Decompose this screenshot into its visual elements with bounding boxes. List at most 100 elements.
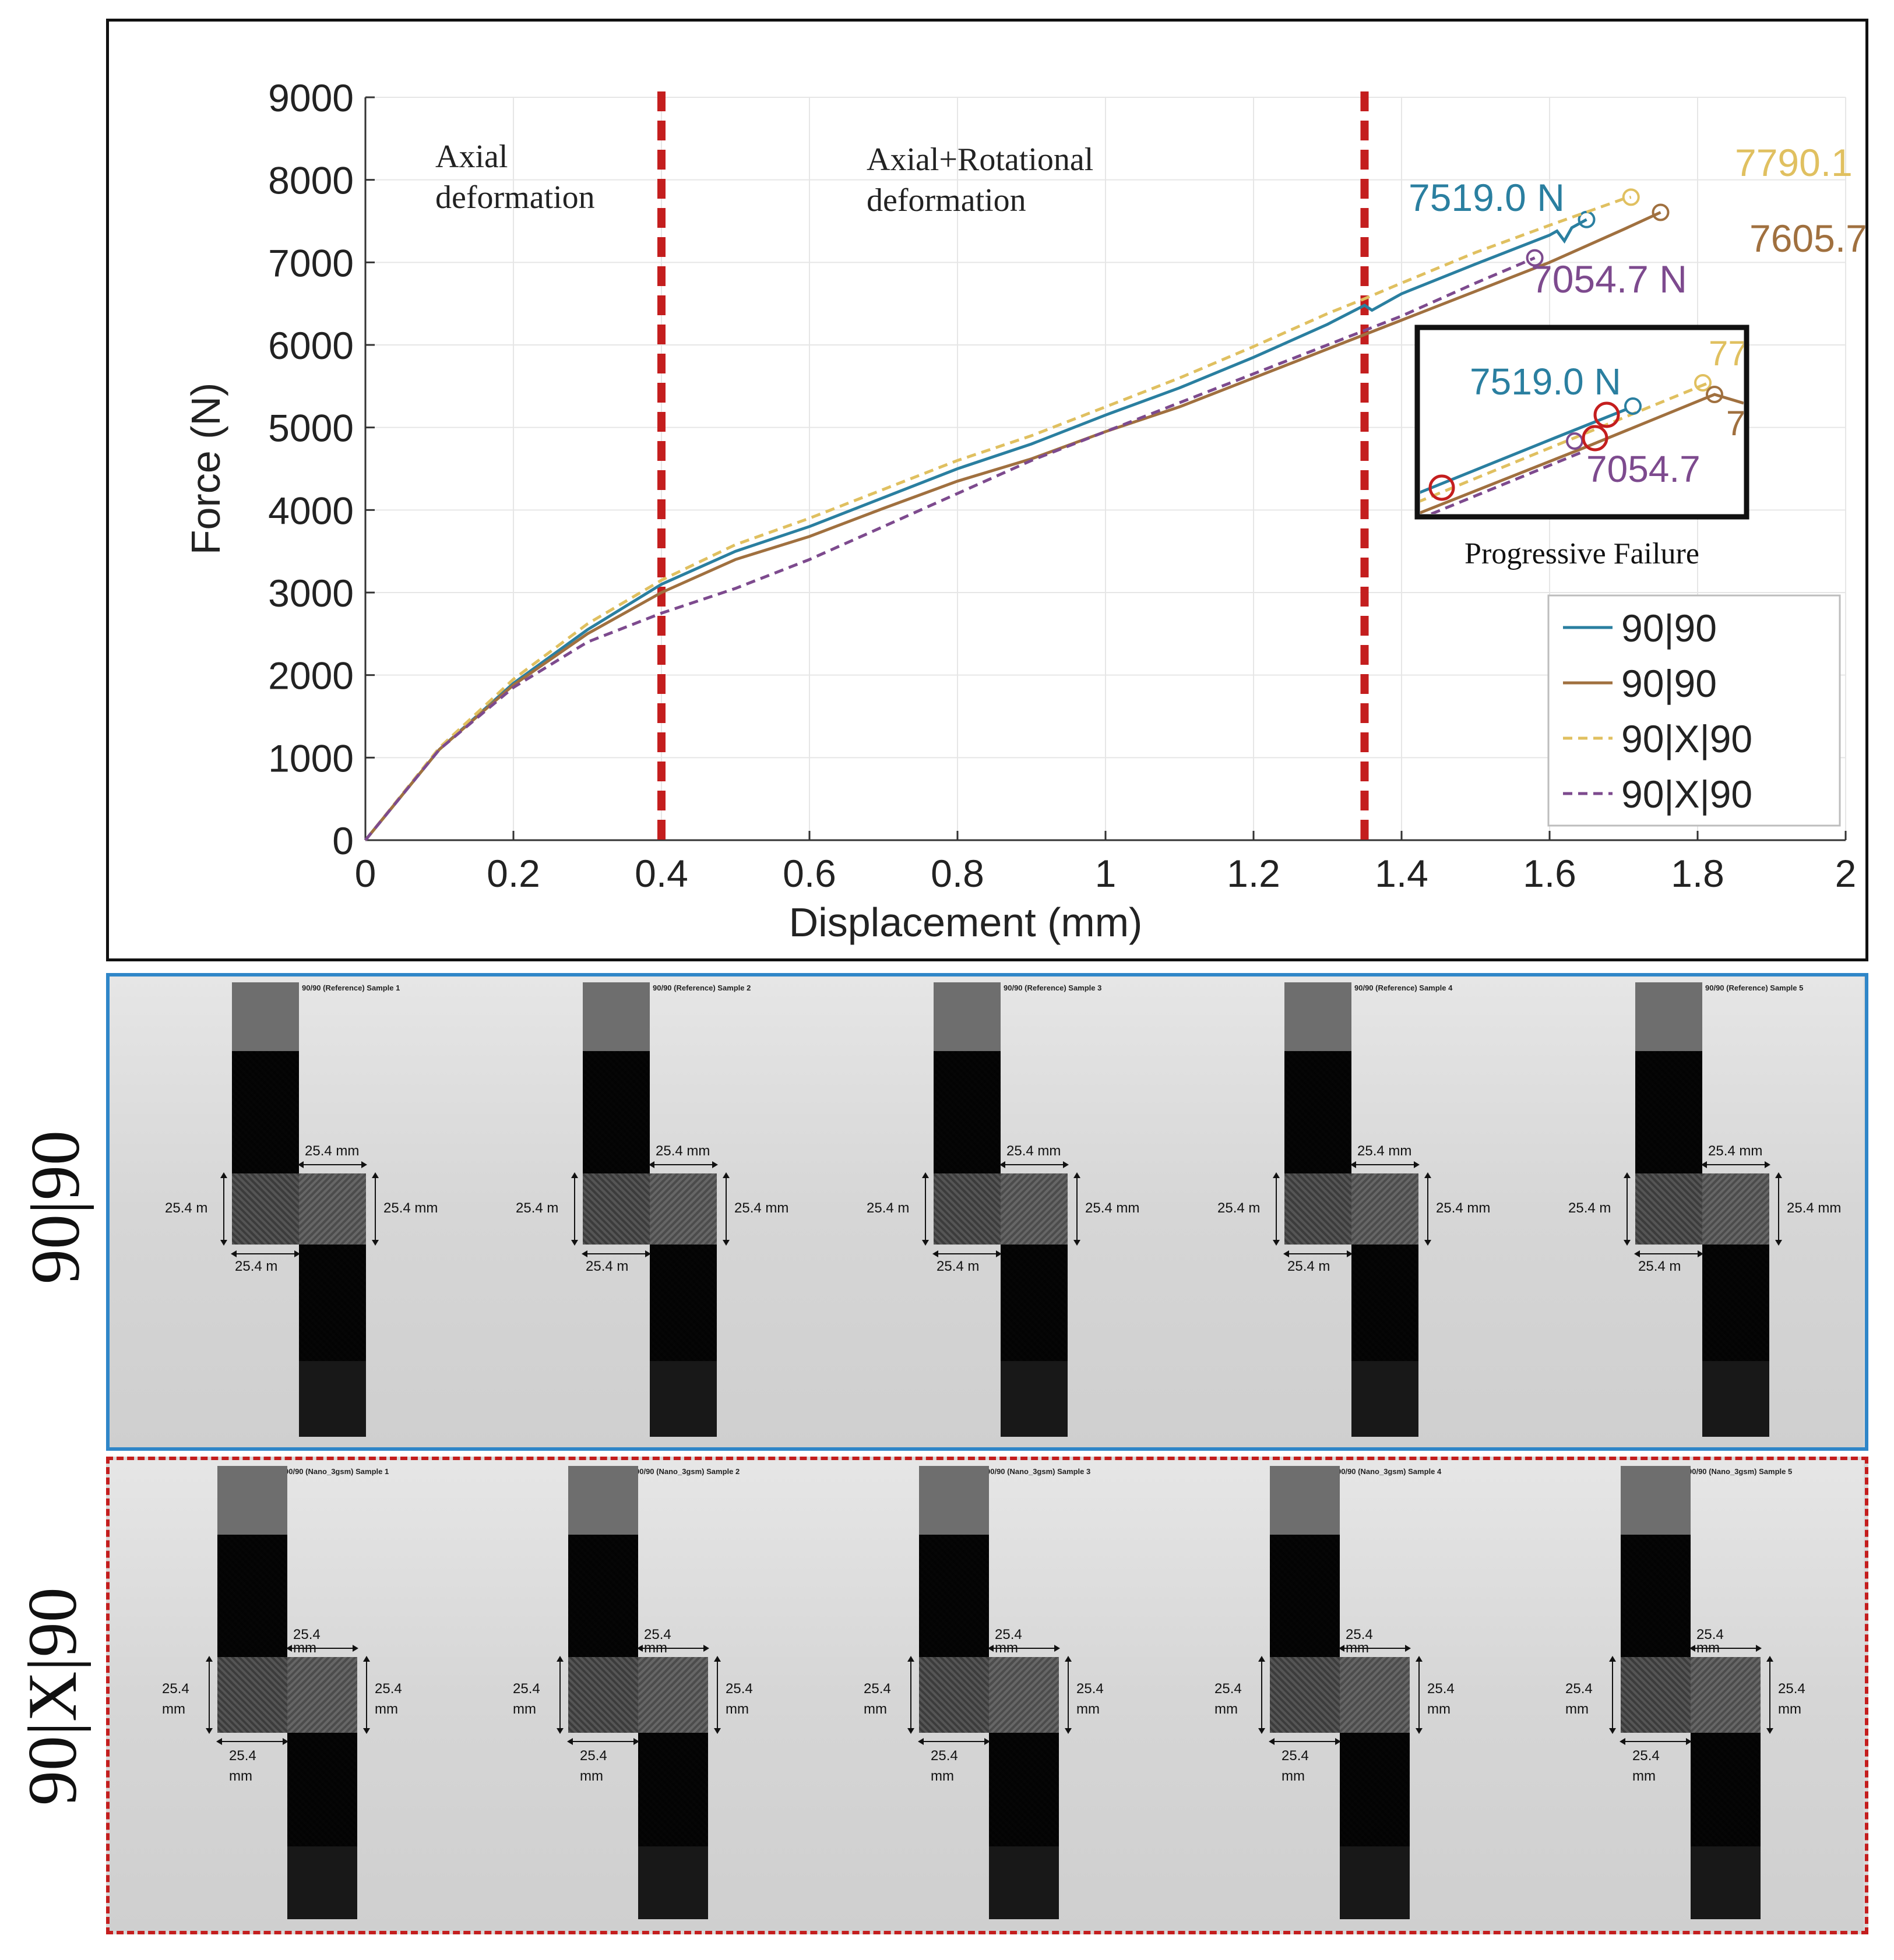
y-tick-label-5: 5000: [268, 407, 354, 450]
laminate-upper: [217, 1535, 287, 1657]
laminate-lower: [299, 1245, 366, 1361]
x-tick-label-10: 2: [1835, 852, 1857, 895]
dim-arrow-bottom: [1634, 1250, 1703, 1257]
dim-value-bottom: 25.4: [1632, 1748, 1660, 1764]
y-tick-label-4: 4000: [268, 489, 354, 532]
legend-label-2: 90|X|90: [1621, 717, 1752, 760]
dim-arrow-top: [999, 1161, 1069, 1168]
laminate-lower: [638, 1733, 708, 1846]
overlap-left: [1621, 1657, 1691, 1733]
overlap-left: [934, 1173, 1001, 1245]
dim-label-bottom: 25.4 m: [937, 1259, 980, 1274]
overlap-right: [638, 1657, 708, 1733]
dim-arrow-bottom: [1269, 1738, 1341, 1745]
series-line-3: [364, 256, 1536, 841]
dim-value-bottom: 25.4: [580, 1748, 607, 1764]
dim-label-bottom: 25.4 m: [235, 1259, 278, 1274]
sample-title: 90/90 (Reference) Sample 2: [653, 983, 751, 992]
dim-arrow-bottom: [582, 1250, 651, 1257]
sample-title: 90/90 (Nano_3gsm) Sample 3: [986, 1467, 1091, 1476]
dim-arrow-left: [206, 1656, 213, 1734]
series-line-0: [364, 218, 1587, 841]
dim-arrow-bottom: [1620, 1738, 1692, 1745]
inset-marker-purple: [1566, 432, 1583, 450]
overlap-left: [1284, 1173, 1351, 1245]
reference-sample-4: 90/90 (Reference) Sample 4 25.4 mm 25.4 m 2…: [1162, 977, 1513, 1447]
dim-arrow-right: [372, 1172, 379, 1246]
peak-label-0: 7519.0 N: [1409, 176, 1565, 219]
grip-tab-top: [583, 982, 650, 1051]
nano-samples-panel: 90/90 (Nano_3gsm) Sample 1 25.4 mm 25.4 mm 25…: [106, 1457, 1868, 1934]
inset-marker-blue: [1624, 397, 1642, 415]
dim-label-left: 25.4 m: [867, 1200, 910, 1216]
grip-tab-bottom: [989, 1846, 1059, 1919]
dim-label-top: 25.4 mm: [1708, 1143, 1763, 1159]
dim-value-bottom: 25.4: [1282, 1748, 1309, 1764]
grip-tab-bottom: [1001, 1361, 1068, 1437]
laminate-lower: [1702, 1245, 1769, 1361]
dim-value-right: 25.4: [1427, 1681, 1455, 1697]
dim-arrow-top: [1689, 1645, 1762, 1652]
reference-sample-3: 90/90 (Reference) Sample 3 25.4 mm 25.4 m 2…: [811, 977, 1162, 1447]
grip-tab-bottom: [287, 1846, 357, 1919]
dim-label-left: 25.4 m: [1568, 1200, 1611, 1216]
x-axis-label: Displacement (mm): [789, 900, 1143, 945]
dim-value-right: 25.4: [1076, 1681, 1104, 1697]
dim-label-right: 25.4 mm: [1436, 1200, 1491, 1216]
overlap-right: [989, 1657, 1059, 1733]
force-displacement-chart: 0 0.2 0.4 0.6 0.8 1 1.2 1.4 1.6 1.8 2 0 1000 2000 3000…: [183, 76, 1865, 945]
nano-sample-2: 90/90 (Nano_3gsm) Sample 2 25.4 mm 25.4 mm 25…: [460, 1460, 811, 1931]
laminate-upper: [1270, 1535, 1340, 1657]
y-axis-label: Force (N): [183, 383, 228, 555]
reference-sample-5: 90/90 (Reference) Sample 5 25.4 mm 25.4 m 2…: [1513, 977, 1864, 1447]
row-label-nano: 90|X|90: [13, 1587, 91, 1806]
dim-arrow-left: [1273, 1172, 1280, 1246]
dim-label-top: 25.4 mm: [305, 1143, 360, 1159]
grip-tab-bottom: [1340, 1846, 1410, 1919]
overlap-right: [1340, 1657, 1410, 1733]
dim-unit-right: mm: [375, 1701, 398, 1717]
sample-title: 90/90 (Reference) Sample 5: [1705, 983, 1804, 992]
reference-sample-1: 90/90 (Reference) Sample 1 25.4 mm 25.4 m 2…: [110, 977, 460, 1447]
dim-label-left: 25.4 m: [1217, 1200, 1261, 1216]
dim-value-right: 25.4: [1778, 1681, 1805, 1697]
peak-marker-1: [1652, 203, 1670, 221]
dim-arrow-left: [907, 1656, 914, 1734]
dim-arrow-left: [571, 1172, 578, 1246]
laminate-upper: [583, 1051, 650, 1173]
sample-title: 90/90 (Nano_3gsm) Sample 1: [284, 1467, 389, 1476]
grip-tab-top: [217, 1466, 287, 1535]
dim-label-right: 25.4 mm: [1787, 1200, 1842, 1216]
dim-arrow-bottom: [231, 1250, 300, 1257]
dim-unit-left: mm: [162, 1701, 185, 1717]
overlap-right: [650, 1173, 717, 1245]
dim-arrow-left: [557, 1656, 564, 1734]
overlap-left: [1270, 1657, 1340, 1733]
annotation-axial-line2: deformation: [435, 179, 595, 216]
annotation-axialrot-line1: Axial+Rotational: [867, 142, 1093, 178]
dim-unit-right: mm: [726, 1701, 749, 1717]
grip-tab-top: [1635, 982, 1702, 1051]
y-tick-label-1: 1000: [268, 736, 354, 780]
y-tick-label-6: 6000: [268, 324, 354, 367]
y-tick-label-3: 3000: [268, 572, 354, 615]
dim-arrow-right: [1073, 1172, 1080, 1246]
x-tick-label-7: 1.4: [1375, 852, 1428, 895]
dim-value-top: 25.4: [293, 1627, 321, 1642]
legend-label-1: 90|90: [1621, 662, 1717, 705]
dim-arrow-right: [1065, 1656, 1072, 1734]
dim-unit-left: mm: [864, 1701, 887, 1717]
dim-arrow-left: [220, 1172, 227, 1246]
dim-label-top: 25.4 mm: [656, 1143, 710, 1159]
grip-tab-top: [919, 1466, 989, 1535]
dim-label-top: 25.4 mm: [1357, 1143, 1412, 1159]
grip-tab-top: [232, 982, 299, 1051]
dim-arrow-bottom: [216, 1738, 288, 1745]
peak-marker-3: [1526, 249, 1544, 267]
reference-sample-2: 90/90 (Reference) Sample 2 25.4 mm 25.4 m 2…: [460, 977, 811, 1447]
series-line-2: [364, 195, 1632, 841]
overlap-left: [919, 1657, 989, 1733]
dim-arrow-left: [1624, 1172, 1631, 1246]
grip-tab-top: [1270, 1466, 1340, 1535]
inset-series-0: [1420, 381, 1709, 503]
